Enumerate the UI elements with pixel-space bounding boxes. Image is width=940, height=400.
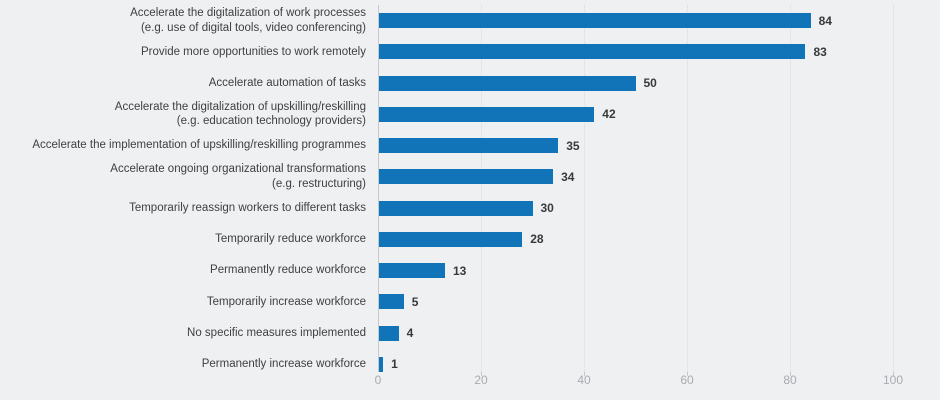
category-label: Accelerate the digitalization of work pr… <box>130 6 366 34</box>
category-label: Provide more opportunities to work remot… <box>141 45 366 58</box>
bar-row: Temporarily increase workforce 5 <box>0 286 940 317</box>
gridline <box>584 5 585 372</box>
bar <box>378 294 404 310</box>
value-label: 83 <box>813 44 827 59</box>
x-tick-label: 60 <box>680 373 694 387</box>
bar <box>378 356 384 372</box>
bar-track: 84 <box>378 5 940 36</box>
bar-track: 1 <box>378 349 940 380</box>
x-tick-label: 40 <box>577 373 591 387</box>
value-label: 42 <box>602 107 616 122</box>
category-label: Accelerate ongoing organizational transf… <box>110 163 366 190</box>
bar <box>378 200 533 216</box>
gridlines-layer <box>0 5 940 376</box>
gridline <box>481 5 482 372</box>
bar-row: Permanently increase workforce 1 <box>0 349 940 380</box>
value-label: 5 <box>411 294 419 309</box>
bar-row: No specific measures implemented 4 <box>0 318 940 349</box>
x-tick-label: 80 <box>783 373 797 387</box>
y-axis-line <box>378 5 379 372</box>
x-tick-label: 20 <box>474 373 488 387</box>
bar-track: 13 <box>378 255 940 286</box>
value-label: 1 <box>391 357 398 372</box>
bar-track: 35 <box>378 130 940 161</box>
bar-row: Accelerate ongoing organizational transf… <box>0 161 940 192</box>
category-label: Temporarily reassign workers to differen… <box>129 201 366 214</box>
bar-row: Accelerate the digitalization of upskill… <box>0 99 940 130</box>
gridline <box>893 5 894 372</box>
category-label: Accelerate the implementation of upskill… <box>32 139 366 152</box>
category-label: Accelerate automation of tasks <box>208 76 366 89</box>
x-tick-label: 0 <box>374 373 382 387</box>
category-label: Permanently increase workforce <box>201 358 366 371</box>
value-label: 34 <box>561 169 575 184</box>
value-label: 50 <box>643 76 657 91</box>
tick-mark <box>893 372 894 376</box>
x-tick-label: 100 <box>882 373 904 387</box>
bar-track: 4 <box>378 318 940 349</box>
category-label: Temporarily increase workforce <box>206 295 366 308</box>
bar-track: 5 <box>378 286 940 317</box>
bar-track: 28 <box>378 224 940 255</box>
bar-row: Permanently reduce workforce 13 <box>0 255 940 286</box>
value-label: 30 <box>540 201 554 216</box>
chart-rows: Accelerate the digitalization of work pr… <box>0 5 940 380</box>
value-label: 4 <box>406 326 414 341</box>
bar <box>378 13 811 29</box>
bar-row: Accelerate the digitalization of work pr… <box>0 5 940 36</box>
bar <box>378 75 636 91</box>
bar-track: 50 <box>378 68 940 99</box>
bar-row: Temporarily reassign workers to differen… <box>0 193 940 224</box>
category-label: Temporarily reduce workforce <box>215 233 366 246</box>
bar <box>378 106 595 122</box>
value-label: 28 <box>530 232 544 247</box>
category-label: Permanently reduce workforce <box>210 264 366 277</box>
value-label: 84 <box>818 13 832 28</box>
bar-row: Accelerate automation of tasks 50 <box>0 68 940 99</box>
tick-mark <box>687 372 688 376</box>
bar-track: 83 <box>378 36 940 67</box>
bar <box>378 44 806 60</box>
bar-row: Provide more opportunities to work remot… <box>0 36 940 67</box>
tick-mark <box>481 372 482 376</box>
bar <box>378 138 559 154</box>
bar-track: 30 <box>378 193 940 224</box>
value-label: 35 <box>566 138 580 153</box>
category-label: Accelerate the digitalization of upskill… <box>114 100 366 128</box>
gridline <box>687 5 688 372</box>
tick-mark <box>584 372 585 376</box>
bar-row: Temporarily reduce workforce 28 <box>0 224 940 255</box>
x-axis: 0 20 40 60 80 100 <box>0 373 940 391</box>
bar-track: 42 <box>378 99 940 130</box>
bar <box>378 263 445 279</box>
bar-row: Accelerate the implementation of upskill… <box>0 130 940 161</box>
bar <box>378 231 523 247</box>
category-label: No specific measures implemented <box>187 326 366 339</box>
gridline <box>790 5 791 372</box>
bar-track: 34 <box>378 161 940 192</box>
tick-mark <box>790 372 791 376</box>
bar <box>378 325 399 341</box>
value-label: 13 <box>452 263 467 278</box>
bar <box>378 169 554 185</box>
